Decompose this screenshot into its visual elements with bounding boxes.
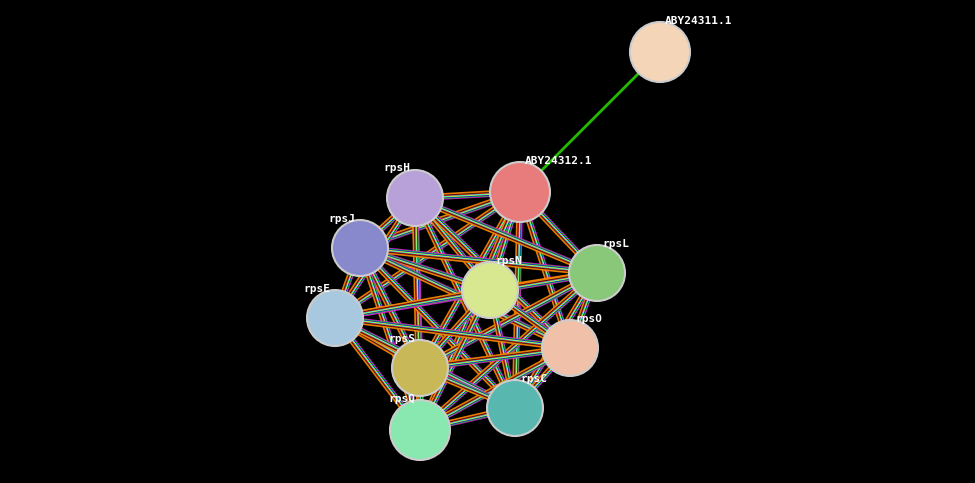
Circle shape xyxy=(630,22,690,82)
Text: rpsC: rpsC xyxy=(520,374,547,384)
Text: rpsQ: rpsQ xyxy=(388,394,415,404)
Text: rpsJ: rpsJ xyxy=(328,214,355,224)
Circle shape xyxy=(307,290,363,346)
Text: rpsH: rpsH xyxy=(383,163,410,173)
Circle shape xyxy=(490,162,550,222)
Text: rpsN: rpsN xyxy=(495,256,522,266)
Circle shape xyxy=(487,380,543,436)
Circle shape xyxy=(392,340,448,396)
Circle shape xyxy=(542,320,598,376)
Text: ABY24312.1: ABY24312.1 xyxy=(525,156,593,166)
Circle shape xyxy=(462,262,518,318)
Text: rpsO: rpsO xyxy=(575,314,602,324)
Text: rpsE: rpsE xyxy=(303,284,330,294)
Text: rpsL: rpsL xyxy=(602,239,629,249)
Circle shape xyxy=(387,170,443,226)
Circle shape xyxy=(390,400,450,460)
Circle shape xyxy=(569,245,625,301)
Circle shape xyxy=(332,220,388,276)
Text: rpsS: rpsS xyxy=(388,334,415,344)
Text: ABY24311.1: ABY24311.1 xyxy=(665,16,732,26)
